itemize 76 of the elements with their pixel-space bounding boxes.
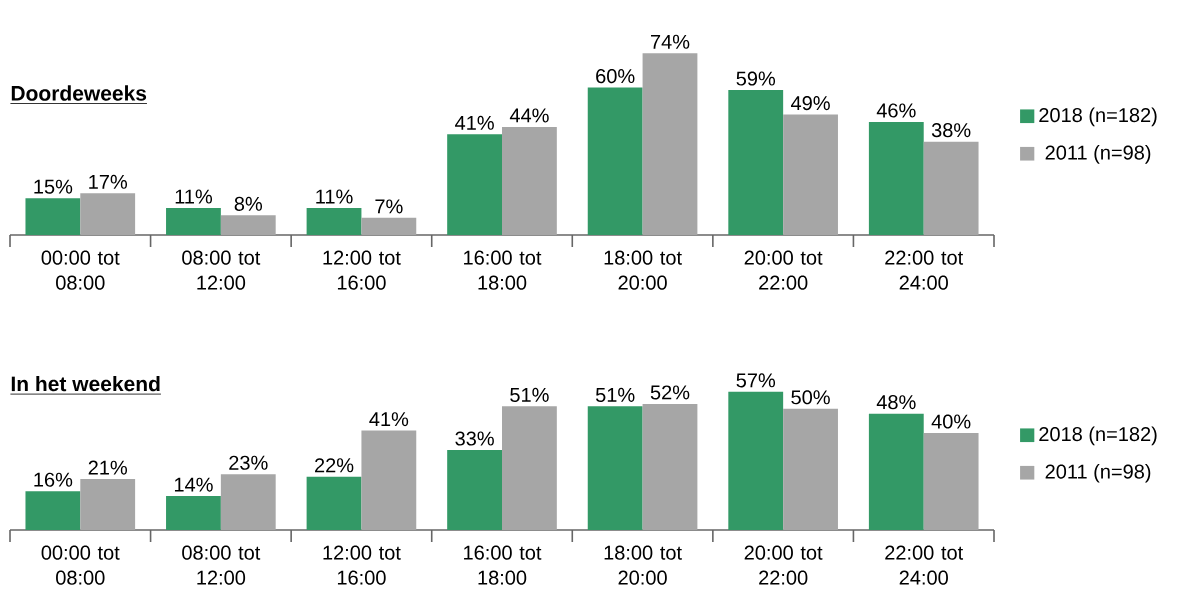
bar [447, 449, 502, 530]
data-label: 48% [876, 395, 916, 410]
data-label: 7% [375, 199, 403, 214]
data-label: 57% [736, 373, 776, 388]
bar [783, 114, 838, 235]
x-tick-label: 22:00 tot 24:00 [885, 545, 964, 585]
x-tick-label: 20:00 tot 22:00 [744, 250, 823, 290]
data-label: 17% [89, 174, 128, 189]
data-label: 41% [455, 115, 494, 130]
bar [868, 121, 924, 235]
data-label: 16% [34, 472, 73, 487]
bar [923, 433, 979, 530]
bar [587, 87, 643, 235]
bar [642, 53, 698, 235]
data-label: 41% [369, 412, 409, 427]
bar [361, 430, 417, 530]
bar [587, 406, 643, 530]
data-label: 23% [229, 455, 268, 470]
data-label: 40% [931, 414, 971, 429]
bar [868, 413, 924, 530]
data-label: 44% [509, 108, 549, 123]
bar [728, 391, 784, 530]
x-tick-label: 08:00 tot 12:00 [182, 250, 261, 290]
bar [306, 476, 362, 530]
x-tick-label: 18:00 tot 20:00 [604, 250, 682, 290]
bar [502, 126, 557, 235]
x-tick-label: 20:00 tot 22:00 [744, 545, 823, 585]
bar [166, 207, 221, 235]
x-tick-label: 12:00 tot 16:00 [323, 250, 401, 290]
data-label: 60% [596, 69, 635, 84]
bar [728, 90, 784, 235]
x-tick-label: 00:00 tot 08:00 [41, 545, 120, 585]
chart-title: In het weekend [11, 375, 160, 392]
bar [447, 134, 502, 235]
data-label: 11% [316, 189, 353, 204]
legend-label: 2018 (n=182) [1039, 426, 1157, 446]
x-tick-label: 22:00 tot 24:00 [885, 250, 964, 290]
bar [166, 496, 221, 530]
data-label: 46% [876, 103, 916, 118]
data-label: 33% [455, 431, 494, 446]
legend-label: 2011 (n=98) [1045, 463, 1151, 483]
x-tick-label: 18:00 tot 20:00 [604, 545, 682, 585]
bar [923, 141, 979, 235]
bar [220, 474, 276, 530]
bar [502, 406, 557, 530]
data-label: 14% [174, 477, 213, 492]
data-label: 22% [315, 458, 354, 473]
data-label: 51% [510, 387, 549, 402]
data-label: 11% [175, 189, 213, 204]
x-tick-label: 12:00 tot 16:00 [323, 545, 401, 585]
bar [80, 193, 136, 235]
x-tick-label: 16:00 tot 18:00 [464, 250, 542, 290]
legend-label: 2018 (n=182) [1039, 107, 1157, 127]
x-tick-label: 16:00 tot 18:00 [464, 545, 542, 585]
bar [783, 408, 838, 530]
data-label: 74% [651, 34, 690, 49]
data-label: 15% [34, 179, 73, 194]
bar [306, 207, 362, 235]
data-label: 59% [736, 71, 776, 86]
data-label: 49% [791, 96, 830, 111]
text: Doordeweeks [11, 85, 147, 101]
data-label: 21% [88, 460, 128, 475]
data-label: 51% [595, 387, 635, 402]
data-label: 52% [650, 385, 690, 400]
bar [361, 217, 417, 235]
legend-label: 2011 (n=98) [1045, 144, 1151, 164]
bar [220, 215, 276, 235]
bar [80, 479, 136, 530]
data-label: 38% [931, 123, 971, 138]
bar [25, 491, 81, 530]
data-label: 8% [234, 196, 263, 211]
data-label: 50% [791, 390, 830, 405]
x-tick-label: 00:00 tot 08:00 [41, 250, 120, 290]
x-tick-label: 08:00 tot 12:00 [182, 545, 261, 585]
bar [25, 198, 81, 235]
bar [642, 403, 698, 530]
